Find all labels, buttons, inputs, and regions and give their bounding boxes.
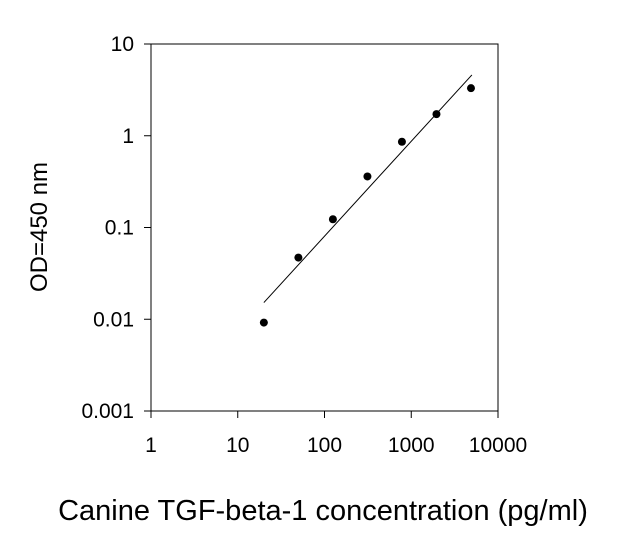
y-tick-label: 1: [122, 125, 134, 148]
x-tick-label: 10000: [469, 434, 527, 457]
x-tick-label: 10: [226, 434, 249, 457]
plot-frame: [150, 43, 499, 412]
y-tick-label: 0.1: [105, 217, 134, 240]
x-tick-label: 1000: [388, 434, 435, 457]
data-point: [294, 253, 303, 262]
plot-border: [150, 43, 499, 412]
data-point: [363, 172, 372, 181]
x-tick-label: 100: [307, 434, 342, 457]
y-tick-label: 10: [111, 33, 134, 56]
fit-line-group: [263, 74, 473, 303]
y-tick-label: 0.01: [93, 308, 134, 331]
data-points: [259, 84, 475, 327]
data-point: [397, 137, 406, 146]
data-point: [328, 215, 337, 224]
data-point: [466, 84, 475, 93]
x-axis-ticks: 1 10 100 1000 10000: [145, 411, 527, 457]
x-tick-label: 1: [145, 434, 157, 457]
y-axis-ticks: 0.001 0.01 0.1 1 10: [81, 33, 151, 423]
fit-line: [263, 74, 473, 303]
y-tick-label: 0.001: [81, 400, 134, 423]
y-axis-title: OD=450 nm: [26, 162, 53, 292]
data-point: [259, 318, 268, 327]
x-axis-title: Canine TGF-beta-1 concentration (pg/ml): [58, 495, 588, 527]
data-point: [432, 110, 441, 119]
